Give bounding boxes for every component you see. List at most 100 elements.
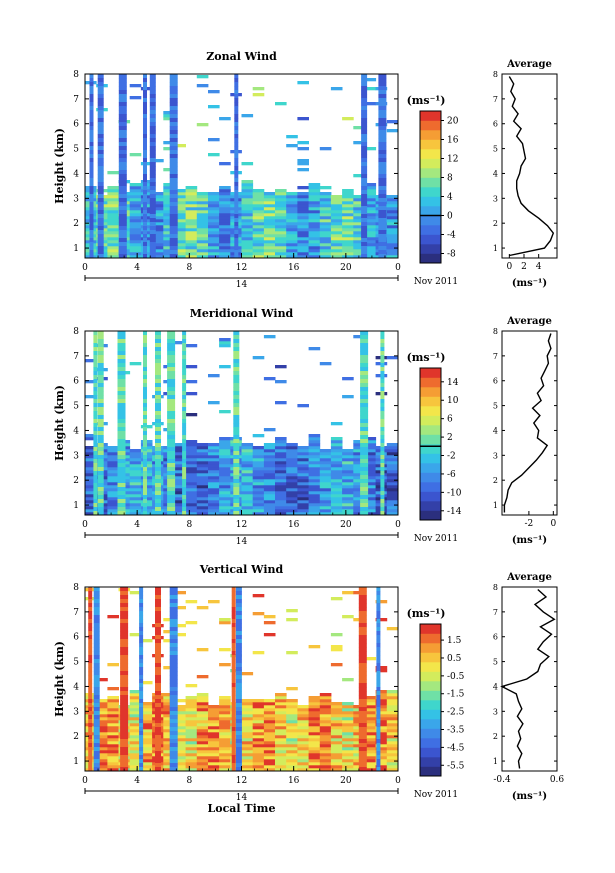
streak-5 [169,739,178,744]
streak-6 [234,90,239,95]
streak-1 [97,419,104,424]
colorbar-swatch [420,368,441,378]
streak-0 [89,190,94,195]
streak-5 [169,210,178,215]
streak-5 [167,399,176,404]
average-y-tick-label: 5 [493,145,498,154]
streak-0 [89,206,94,211]
colorbar-swatch [420,225,441,235]
streak-6 [234,134,239,139]
streak-6 [231,715,236,720]
streak-5 [169,759,178,764]
streak-8 [378,106,387,111]
streak-0 [89,174,94,179]
streak-4 [149,186,156,191]
streak-2 [117,411,126,416]
streak-5 [167,499,176,504]
streak-9 [376,683,381,688]
streak-8 [378,158,387,163]
streak-3 [143,86,147,91]
streak-6 [231,607,236,612]
streak-1 [93,627,100,632]
streak-8 [360,343,369,348]
streak-8 [360,351,369,356]
streak-5 [169,166,178,171]
streak-2 [120,727,129,732]
streak-3 [139,767,144,772]
streak-7 [361,190,368,195]
streak-0 [89,138,94,143]
streak-1 [97,403,104,408]
colorbar-swatch [420,757,441,767]
streak-2 [120,627,129,632]
colorbar-swatch [420,196,441,207]
streak-8 [378,202,387,207]
streak-7 [361,158,368,163]
streak-6 [182,395,187,400]
streak-8 [378,78,387,83]
streak-2 [118,218,127,223]
streak-0 [88,727,93,732]
streak-7 [235,683,242,688]
streak-4 [155,747,161,752]
streak-3 [143,467,147,472]
streak-6 [231,623,236,628]
streak-1 [93,679,100,684]
streak-9 [380,355,385,360]
streak-5 [169,671,178,676]
streak-4 [149,242,156,247]
streak-1 [97,511,104,516]
streak-4 [155,395,161,400]
streak-5 [169,174,178,179]
streak-6 [234,74,239,79]
streak-7 [361,78,368,83]
streak-7 [233,475,240,480]
streak-0 [93,347,98,352]
streak-3 [143,190,147,195]
streak-6 [234,122,239,127]
colorbar-swatch [420,434,441,445]
streak-3 [143,495,147,500]
streak-0 [89,150,94,155]
streak-2 [117,335,126,340]
streak-7 [361,86,368,91]
y-tick-label: 4 [73,169,79,179]
streak-1 [97,503,104,508]
streak-1 [97,134,104,139]
streak-2 [118,118,127,123]
streak-0 [88,647,93,652]
streak-2 [118,86,127,91]
streak-3 [143,415,147,420]
streak-1 [97,363,104,368]
streak-9 [380,343,385,348]
streak-3 [143,403,147,408]
streak-1 [93,727,100,732]
y-axis-label: Height (km) [53,128,66,204]
streak-3 [143,487,147,492]
streak-6 [231,739,236,744]
streak-4 [149,82,156,87]
streak-9 [376,727,381,732]
streak-4 [155,371,161,376]
streak-4 [155,659,161,664]
colorbar-tick-label: 16 [447,136,459,146]
streak-5 [169,146,178,151]
streak-8 [358,763,367,768]
y-tick-label: 1 [73,244,79,254]
streak-7 [361,234,368,239]
streak-3 [143,218,147,223]
streak-0 [93,403,98,408]
average-y-tick-label: 8 [493,70,498,79]
panel-title: Vertical Wind [199,563,284,576]
streak-5 [169,687,178,692]
streak-6 [182,479,187,484]
streak-8 [360,447,369,452]
streak-7 [235,747,242,752]
streak-6 [234,130,239,135]
streak-9 [380,479,385,484]
streak-1 [93,639,100,644]
streak-8 [358,675,367,680]
streak-3 [143,375,147,380]
streak-5 [169,246,178,251]
